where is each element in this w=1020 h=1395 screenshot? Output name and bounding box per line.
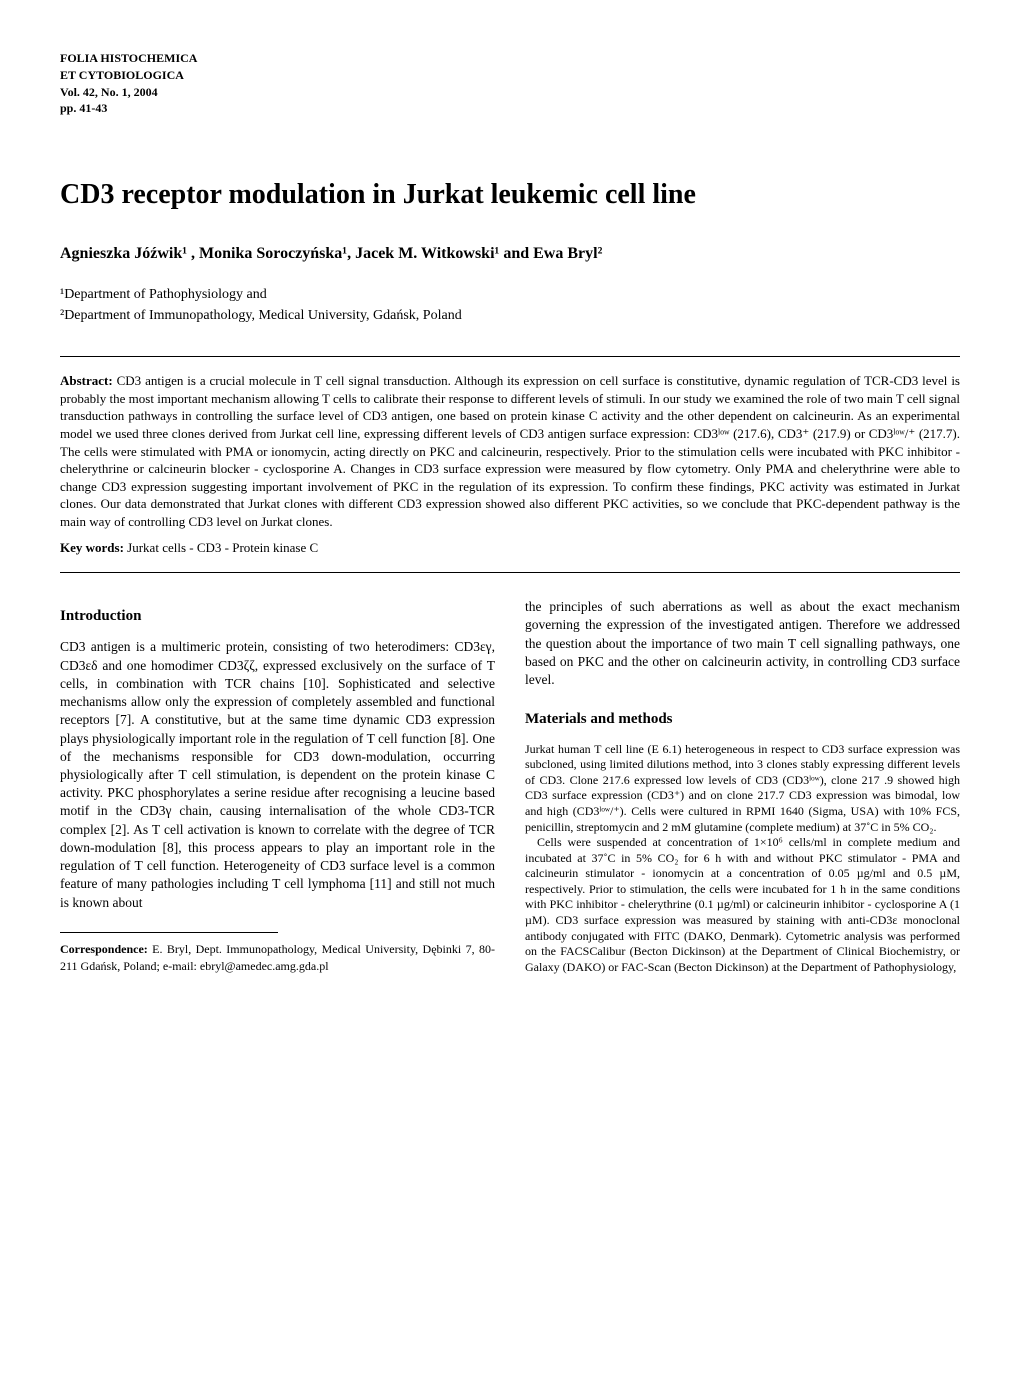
affiliation-1: ¹Department of Pathophysiology and	[60, 284, 960, 305]
methods-para-1: Jurkat human T cell line (E 6.1) heterog…	[525, 742, 960, 836]
journal-pages: pp. 41-43	[60, 100, 960, 117]
body-columns: Introduction CD3 antigen is a multimeric…	[60, 598, 960, 975]
correspondence-separator	[60, 932, 278, 933]
keywords-block: Key words: Jurkat cells - CD3 - Protein …	[60, 540, 960, 557]
keywords-label: Key words:	[60, 540, 127, 555]
journal-subtitle: ET CYTOBIOLOGICA	[60, 67, 960, 84]
methods-para-2: Cells were suspended at concentration of…	[525, 835, 960, 975]
affiliation-2: ²Department of Immunopathology, Medical …	[60, 305, 960, 326]
journal-name: FOLIA HISTOCHEMICA	[60, 50, 960, 67]
separator-top	[60, 356, 960, 357]
authors-line: Agnieszka Jóźwik¹ , Monika Soroczyńska¹,…	[60, 244, 960, 265]
journal-volume: Vol. 42, No. 1, 2004	[60, 84, 960, 101]
left-column: Introduction CD3 antigen is a multimeric…	[60, 598, 495, 975]
abstract-block: Abstract: CD3 antigen is a crucial molec…	[60, 372, 960, 530]
correspondence-block: Correspondence: E. Bryl, Dept. Immunopat…	[60, 941, 495, 975]
methods-heading: Materials and methods	[525, 709, 960, 729]
introduction-para-1-cont: the principles of such aberrations as we…	[525, 598, 960, 689]
introduction-heading: Introduction	[60, 606, 495, 626]
keywords-text: Jurkat cells - CD3 - Protein kinase C	[127, 540, 318, 555]
separator-bottom	[60, 572, 960, 573]
article-title: CD3 receptor modulation in Jurkat leukem…	[60, 177, 960, 213]
right-column: the principles of such aberrations as we…	[525, 598, 960, 975]
journal-header: FOLIA HISTOCHEMICA ET CYTOBIOLOGICA Vol.…	[60, 50, 960, 117]
introduction-para-1: CD3 antigen is a multimeric protein, con…	[60, 638, 495, 911]
correspondence-label: Correspondence:	[60, 942, 152, 956]
abstract-text: CD3 antigen is a crucial molecule in T c…	[60, 373, 960, 528]
abstract-label: Abstract:	[60, 373, 117, 388]
affiliations-block: ¹Department of Pathophysiology and ²Depa…	[60, 284, 960, 326]
